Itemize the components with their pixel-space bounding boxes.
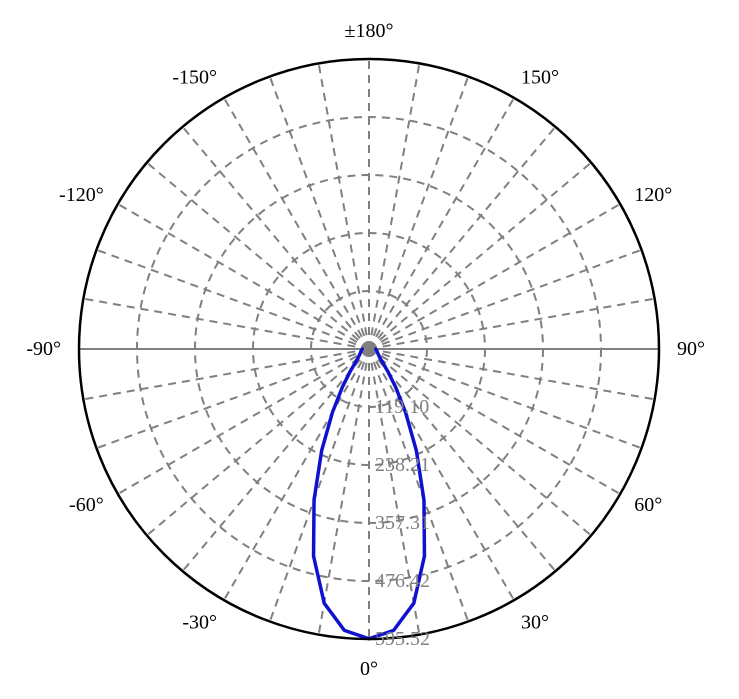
ring-label: 119.10 — [375, 396, 429, 418]
polar-chart: 119.10 238.21 357.31 476.42 595.52 ±180° -150°… — [0, 0, 739, 699]
angle-label: -120° — [59, 184, 104, 206]
angle-label: 120° — [634, 184, 672, 206]
ring-label: 595.52 — [375, 628, 430, 650]
ring-label: 476.42 — [375, 570, 430, 592]
angle-label: -60° — [69, 494, 104, 516]
ring-label: 238.21 — [375, 454, 430, 476]
ring-label: 357.31 — [375, 512, 430, 534]
angle-label: -30° — [182, 611, 217, 633]
angle-label: 0° — [360, 658, 378, 680]
angle-label: 150° — [521, 67, 559, 89]
angle-label: ±180° — [345, 20, 394, 42]
angle-label: 60° — [634, 494, 662, 516]
angle-label: -150° — [172, 67, 217, 89]
angle-label: 30° — [521, 611, 549, 633]
angle-label: -90° — [26, 338, 61, 360]
angle-label: 90° — [677, 338, 705, 360]
